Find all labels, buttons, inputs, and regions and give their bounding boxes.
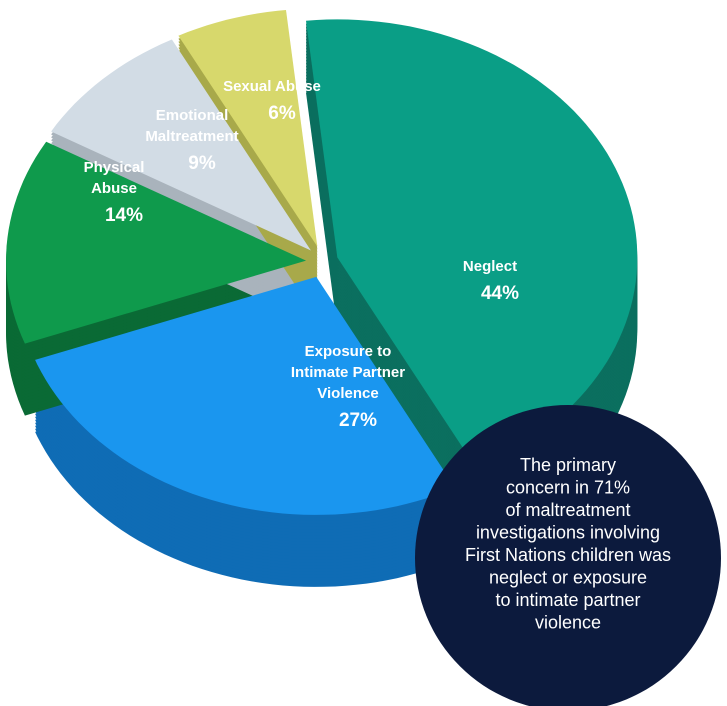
annotation-line: concern in 71% bbox=[506, 477, 630, 497]
slice-label: Emotional Maltreatment bbox=[145, 107, 238, 145]
annotation-line: violence bbox=[535, 612, 601, 632]
value-label: 6% bbox=[268, 103, 296, 124]
annotation-line: to intimate partner bbox=[495, 590, 640, 610]
label-line: Physical bbox=[84, 159, 145, 176]
annotation-line: neglect or exposure bbox=[489, 567, 647, 587]
label-line: Exposure to bbox=[305, 343, 392, 360]
slice bbox=[51, 39, 311, 251]
annotation-line: of maltreatment bbox=[505, 500, 630, 520]
slice-labels: Neglect 44% Exposure to Intimate Partner Vio… bbox=[84, 78, 520, 431]
label-line: Maltreatment bbox=[145, 128, 238, 145]
slice bbox=[35, 276, 456, 515]
slice-label: Exposure to Intimate Partner Violence bbox=[291, 343, 405, 402]
slice bbox=[178, 10, 318, 247]
annotation-line: First Nations children was bbox=[465, 545, 671, 565]
annotation-line: investigations involving bbox=[476, 522, 660, 542]
value-label: 27% bbox=[339, 410, 377, 431]
annotation-circle bbox=[415, 405, 721, 706]
label-line: Neglect bbox=[463, 258, 517, 275]
label-line: Violence bbox=[317, 385, 378, 402]
label-line: Abuse bbox=[91, 180, 137, 197]
slice-label: Neglect bbox=[463, 258, 517, 275]
pie-tops bbox=[6, 10, 638, 515]
label-line: Sexual Abuse bbox=[223, 78, 321, 95]
value-label: 14% bbox=[105, 205, 143, 226]
slice-label: Physical Abuse bbox=[84, 159, 145, 197]
value-label: 44% bbox=[481, 283, 519, 304]
value-label: 9% bbox=[188, 153, 216, 174]
label-line: Intimate Partner bbox=[291, 364, 405, 381]
slice bbox=[306, 19, 638, 469]
label-line: Emotional bbox=[156, 107, 229, 124]
slice bbox=[6, 141, 307, 344]
annotation-line: The primary bbox=[520, 455, 616, 475]
slice-label: Sexual Abuse bbox=[223, 78, 321, 95]
